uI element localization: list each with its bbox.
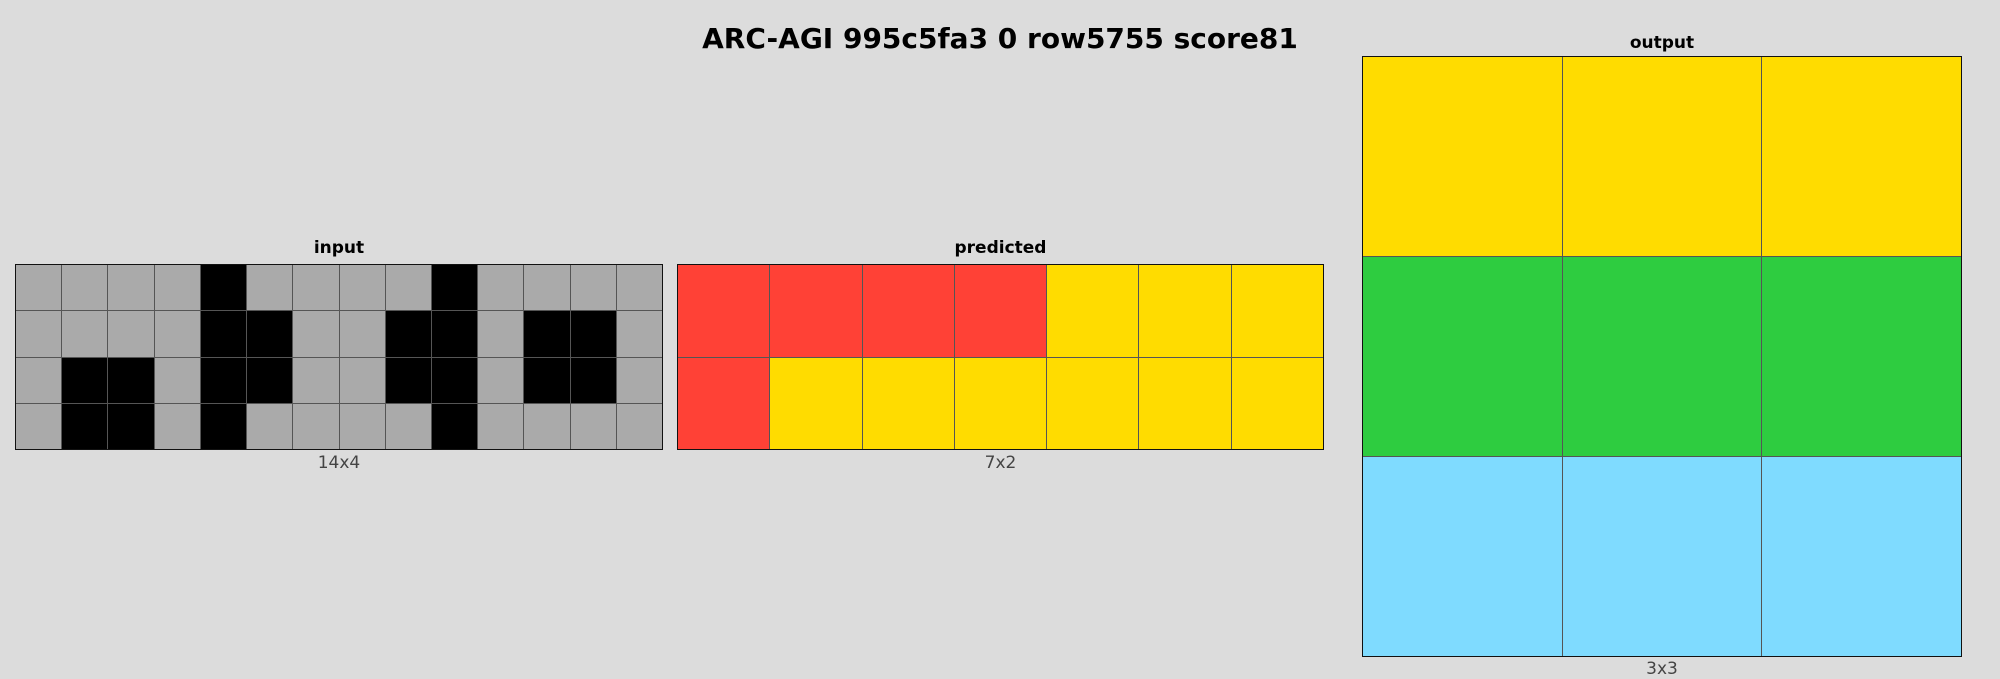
input-cell <box>154 311 200 357</box>
input-cell <box>154 357 200 403</box>
input-cell <box>478 265 524 311</box>
input-cell <box>524 265 570 311</box>
output-panel: output 3x3 <box>1362 31 1962 679</box>
predicted-cell <box>954 265 1047 357</box>
input-cell <box>62 311 108 357</box>
input-cell <box>385 357 431 403</box>
input-cell <box>339 311 385 357</box>
predicted-cell <box>678 265 770 357</box>
input-cell <box>339 265 385 311</box>
predicted-cell <box>1139 265 1231 357</box>
input-cell <box>385 311 431 357</box>
input-cell <box>478 311 524 357</box>
output-cell <box>1363 257 1562 456</box>
input-cell <box>108 265 154 311</box>
input-cell <box>108 311 154 357</box>
input-label: input <box>313 238 365 258</box>
output-cell <box>1562 257 1762 456</box>
predicted-cell <box>770 357 862 449</box>
predicted-cell <box>770 265 862 357</box>
input-cell <box>570 311 616 357</box>
output-cell <box>1762 457 1961 656</box>
predicted-dims: 7x2 <box>984 453 1017 473</box>
input-cell <box>247 311 293 357</box>
input-cell <box>108 357 154 403</box>
output-cell <box>1562 57 1762 256</box>
page-title: ARC-AGI 995c5fa3 0 row5755 score81 <box>702 22 1298 55</box>
input-cell <box>385 403 431 449</box>
output-cell <box>1363 57 1562 256</box>
input-cell <box>108 403 154 449</box>
input-cell <box>431 403 478 449</box>
input-cell <box>339 403 385 449</box>
input-cell <box>293 357 339 403</box>
input-cell <box>62 265 108 311</box>
input-cell <box>616 265 662 311</box>
input-cell <box>62 403 108 449</box>
input-cell <box>154 265 200 311</box>
input-cell <box>293 265 339 311</box>
input-cell <box>247 265 293 311</box>
input-cell <box>570 265 616 311</box>
input-cell <box>478 357 524 403</box>
output-cell <box>1363 457 1562 656</box>
predicted-cell <box>862 357 954 449</box>
predicted-cell <box>1047 357 1139 449</box>
input-cell <box>385 265 431 311</box>
input-cell <box>247 357 293 403</box>
output-grid <box>1362 56 1962 657</box>
input-panel: input 14x4 <box>15 238 663 478</box>
input-cell <box>524 311 570 357</box>
input-cell <box>570 357 616 403</box>
input-cell <box>200 357 247 403</box>
predicted-cell <box>954 357 1047 449</box>
input-cell <box>200 311 247 357</box>
input-cell <box>16 357 62 403</box>
input-cell <box>431 357 478 403</box>
input-cell <box>16 311 62 357</box>
predicted-cell <box>1047 265 1139 357</box>
input-cell <box>616 311 662 357</box>
input-cell <box>431 311 478 357</box>
input-cell <box>293 403 339 449</box>
predicted-cell <box>862 265 954 357</box>
input-grid <box>15 264 663 450</box>
input-cell <box>200 403 247 449</box>
output-cell <box>1762 257 1961 456</box>
input-cell <box>200 265 247 311</box>
input-cell <box>154 403 200 449</box>
input-cell <box>431 265 478 311</box>
predicted-cell <box>1139 357 1231 449</box>
input-cell <box>62 357 108 403</box>
input-cell <box>16 265 62 311</box>
input-cell <box>616 403 662 449</box>
input-cell <box>570 403 616 449</box>
input-cell <box>339 357 385 403</box>
input-cell <box>524 357 570 403</box>
input-cell <box>247 403 293 449</box>
predicted-label: predicted <box>954 238 1047 258</box>
input-cell <box>478 403 524 449</box>
input-cell <box>524 403 570 449</box>
output-label: output <box>1629 33 1695 53</box>
predicted-cell <box>678 357 770 449</box>
input-cell <box>616 357 662 403</box>
input-dims: 14x4 <box>317 453 361 473</box>
predicted-grid <box>677 264 1324 450</box>
input-cell <box>16 403 62 449</box>
output-cell <box>1562 457 1762 656</box>
output-cell <box>1762 57 1961 256</box>
predicted-cell <box>1231 357 1323 449</box>
predicted-panel: predicted 7x2 <box>677 238 1324 478</box>
output-dims: 3x3 <box>1646 659 1678 679</box>
predicted-cell <box>1231 265 1323 357</box>
input-cell <box>293 311 339 357</box>
